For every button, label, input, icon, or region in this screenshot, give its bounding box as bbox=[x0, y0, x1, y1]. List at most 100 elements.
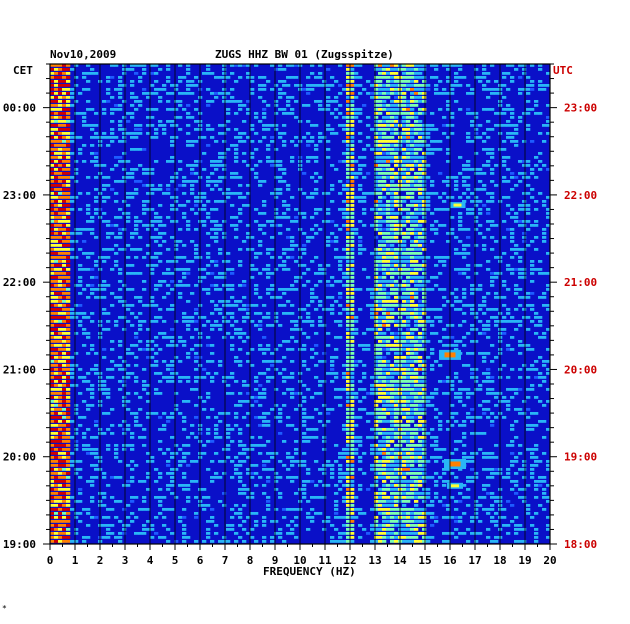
spectrogram-cell bbox=[306, 280, 311, 283]
spectrogram-cell bbox=[58, 148, 63, 151]
spectrogram-cell bbox=[278, 168, 283, 171]
spectrogram-cell bbox=[386, 144, 391, 147]
spectrogram-cell bbox=[346, 192, 351, 195]
spectrogram-cell bbox=[506, 72, 511, 75]
spectrogram-cell bbox=[494, 276, 499, 279]
spectrogram-cell bbox=[418, 220, 423, 223]
spectrogram-cell bbox=[350, 360, 355, 363]
spectrogram-cell bbox=[126, 288, 131, 291]
spectrogram-cell bbox=[266, 220, 271, 223]
spectrogram-cell bbox=[94, 288, 99, 291]
spectrogram-cell bbox=[518, 224, 523, 227]
spectrogram-cell bbox=[414, 264, 419, 267]
spectrogram-cell bbox=[390, 332, 395, 335]
spectrogram-cell bbox=[130, 112, 135, 115]
spectrogram-cell bbox=[318, 320, 323, 323]
spectrogram-cell bbox=[70, 452, 75, 455]
spectrogram-cell bbox=[406, 324, 411, 327]
spectrogram-cell bbox=[410, 312, 415, 315]
spectrogram-cell bbox=[374, 296, 379, 299]
spectrogram-cell bbox=[254, 444, 259, 447]
spectrogram-cell bbox=[326, 84, 331, 87]
spectrogram-cell bbox=[50, 96, 55, 99]
spectrogram-cell bbox=[422, 88, 427, 91]
spectrogram-cell bbox=[458, 272, 463, 275]
spectrogram-cell bbox=[338, 320, 343, 323]
spectrogram-cell bbox=[182, 460, 187, 463]
spectrogram-cell bbox=[134, 72, 139, 75]
spectrogram-cell bbox=[522, 364, 527, 367]
spectrogram-cell bbox=[146, 124, 151, 127]
spectrogram-cell bbox=[442, 192, 447, 195]
spectrogram-cell bbox=[50, 304, 55, 307]
spectrogram-cell bbox=[274, 112, 279, 115]
spectrogram-cell bbox=[374, 132, 379, 135]
spectrogram-cell bbox=[102, 284, 107, 287]
spectrogram-cell bbox=[74, 412, 79, 415]
spectrogram-cell bbox=[478, 124, 483, 127]
spectrogram-cell bbox=[182, 216, 187, 219]
spectrogram-cell bbox=[494, 296, 499, 299]
spectrogram-cell bbox=[230, 72, 235, 75]
spectrogram-cell bbox=[242, 140, 247, 143]
spectrogram-cell bbox=[394, 212, 399, 215]
spectrogram-cell bbox=[346, 280, 351, 283]
spectrogram-cell bbox=[66, 108, 71, 111]
spectrogram-cell bbox=[250, 264, 255, 267]
spectrogram-cell bbox=[214, 224, 219, 227]
spectrogram-cell bbox=[374, 124, 379, 127]
spectrogram-cell bbox=[434, 192, 439, 195]
spectrogram-cell bbox=[490, 308, 495, 311]
spectrogram-cell bbox=[518, 160, 523, 163]
spectrogram-cell bbox=[50, 292, 55, 295]
spectrogram-cell bbox=[138, 396, 143, 399]
spectrogram-cell bbox=[278, 216, 283, 219]
spectrogram-cell bbox=[526, 220, 531, 223]
spectrogram-cell bbox=[350, 364, 355, 367]
spectrogram-cell bbox=[242, 400, 247, 403]
spectrogram-cell bbox=[210, 324, 215, 327]
spectrogram-cell bbox=[122, 160, 127, 163]
spectrogram-cell bbox=[394, 356, 399, 359]
spectrogram-cell bbox=[378, 136, 383, 139]
spectrogram-cell bbox=[62, 364, 67, 367]
spectrogram-cell bbox=[94, 196, 99, 199]
spectrogram-cell bbox=[374, 392, 379, 395]
spectrogram-cell bbox=[50, 324, 55, 327]
spectrogram-cell bbox=[74, 196, 79, 199]
spectrogram-cell bbox=[402, 132, 407, 135]
spectrogram-cell bbox=[514, 388, 519, 391]
spectrogram-cell bbox=[66, 144, 71, 147]
spectrogram-cell bbox=[346, 156, 351, 159]
spectrogram-cell bbox=[502, 196, 507, 199]
spectrogram-cell bbox=[382, 436, 387, 439]
spectrogram-cell bbox=[126, 160, 131, 163]
spectrogram-cell bbox=[450, 304, 455, 307]
spectrogram-cell bbox=[154, 228, 159, 231]
spectrogram-cell bbox=[394, 104, 399, 107]
spectrogram-cell bbox=[294, 136, 299, 139]
spectrogram-cell bbox=[378, 392, 383, 395]
spectrogram-cell bbox=[522, 72, 527, 75]
spectrogram-cell bbox=[54, 236, 59, 239]
spectrogram-cell bbox=[58, 152, 63, 155]
spectrogram-cell bbox=[390, 248, 395, 251]
spectrogram-cell bbox=[510, 444, 515, 447]
spectrogram-cell bbox=[394, 176, 399, 179]
spectrogram-cell bbox=[422, 332, 427, 335]
spectrogram-cell bbox=[270, 452, 275, 455]
spectrogram-cell bbox=[302, 320, 307, 323]
spectrogram-cell bbox=[462, 76, 467, 79]
spectrogram-cell bbox=[218, 76, 223, 79]
spectrogram-cell bbox=[266, 460, 271, 463]
spectrogram-cell bbox=[418, 320, 423, 323]
spectrogram-cell bbox=[110, 304, 115, 307]
spectrogram-cell bbox=[414, 80, 419, 83]
spectrogram-cell bbox=[290, 96, 295, 99]
spectrogram-cell bbox=[538, 168, 543, 171]
spectrogram-cell bbox=[462, 444, 467, 447]
spectrogram-cell bbox=[170, 220, 175, 223]
spectrogram-cell bbox=[378, 336, 383, 339]
spectrogram-cell bbox=[54, 184, 59, 187]
spectrogram-cell bbox=[490, 148, 495, 151]
